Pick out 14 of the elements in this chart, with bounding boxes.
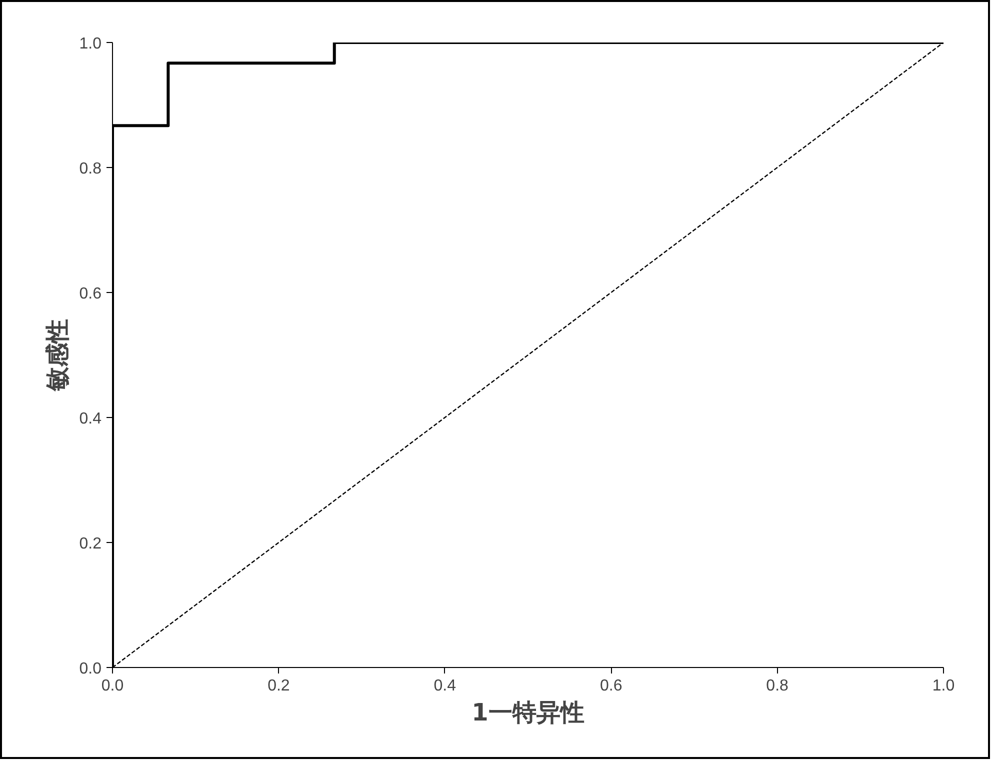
y-axis-title: 敏感性 — [43, 319, 72, 392]
y-tick-label: 0.2 — [79, 536, 102, 552]
y-tick-label: 1.0 — [79, 36, 102, 52]
y-tick-label: 0.0 — [79, 660, 102, 678]
y-tick-label: 0.6 — [79, 286, 102, 302]
x-tick-label: 0.2 — [268, 678, 290, 694]
x-tick-label: 1.0 — [932, 678, 955, 694]
y-tick-label: 0.4 — [79, 410, 102, 428]
y-tick-label: 0.8 — [79, 160, 102, 178]
x-tick-label: 0.8 — [766, 678, 789, 694]
x-tick-label: 0.0 — [101, 678, 124, 694]
x-tick-label: 0.6 — [600, 678, 622, 694]
x-tick-label: 0.4 — [434, 678, 456, 694]
x-axis-title: 1一特异性 — [472, 698, 584, 726]
